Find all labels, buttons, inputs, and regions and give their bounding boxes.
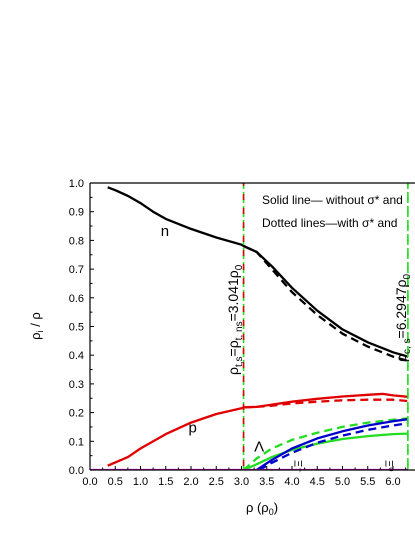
y-tick-label: 0.3	[69, 379, 84, 391]
x-tick-label: 0.5	[108, 476, 123, 488]
x-tick-label: 5.5	[360, 476, 375, 488]
x-axis-label-sub: 0	[269, 507, 274, 517]
x-tick-label: 0.0	[82, 476, 97, 488]
y-axis-label-tail: / ρ	[28, 312, 43, 330]
series-annotations: n p Λ Ξ⁻ Ξ⁰	[161, 223, 395, 473]
series-4-solid-line	[243, 432, 409, 470]
y-tick-label: 0.6	[69, 293, 84, 305]
y-tick-label: 1.0	[69, 178, 84, 190]
left-marker-mid: =ρ	[225, 340, 241, 356]
y-tick-label: 0.5	[69, 322, 84, 334]
x-axis-label-close: )	[274, 500, 278, 515]
y-axis-label-sub: i	[35, 330, 45, 332]
series-annotation: Ξ⁰	[382, 460, 394, 472]
x-tick-label: 1.5	[158, 476, 173, 488]
series-7-dashed-line	[258, 422, 409, 470]
legend-solid: Solid line— without σ* and	[262, 193, 403, 207]
legend-dotted: Dotted lines—with σ* and	[262, 216, 397, 230]
left-marker-rho: ρ	[225, 367, 241, 375]
axes	[89, 182, 415, 471]
left-marker-label: ρt,s=ρt, ns=3.041ρ0	[225, 264, 245, 375]
y-tick-label: 0.4	[69, 350, 84, 362]
left-marker-sub1: t,s	[234, 356, 245, 367]
series-lines	[90, 186, 409, 470]
series-annotation: Λ	[254, 438, 264, 455]
series-5-dashed-line	[242, 417, 409, 470]
right-marker-rho: ρ	[393, 354, 409, 362]
series-annotation: n	[161, 223, 169, 240]
x-tick-label: 5.0	[335, 476, 350, 488]
y-tick-label: 0.1	[69, 436, 84, 448]
left-marker-sub3: 0	[234, 264, 245, 270]
series-3-dashed-line	[243, 398, 409, 409]
x-tick-label: 2.0	[183, 476, 198, 488]
vertical-marker-lines	[242, 183, 409, 470]
x-tick-label: 4.5	[310, 476, 325, 488]
x-tick-label: 6.0	[385, 476, 400, 488]
x-axis-label-main: ρ (ρ	[246, 500, 269, 515]
x-tick-label: 1.0	[133, 476, 148, 488]
x-tick-label: 3.0	[234, 476, 249, 488]
series-annotation: p	[188, 420, 196, 437]
left-marker-sub2: t, ns	[234, 321, 245, 340]
series-annotation: Ξ⁻	[292, 460, 304, 473]
right-marker-sub1: c, s	[402, 338, 413, 354]
right-marker-sub3: 0	[402, 274, 413, 280]
y-tick-label: 0.9	[69, 207, 84, 219]
x-axis-label: ρ (ρ0)	[246, 500, 278, 517]
right-marker-tail: =6.2947ρ	[393, 279, 409, 338]
y-axis-label-main: ρ	[28, 332, 43, 339]
left-marker-tail: =3.041ρ	[225, 270, 241, 321]
right-marker-label: ρc, s=6.2947ρ0	[393, 274, 413, 363]
y-tick-label: 0.8	[69, 235, 84, 247]
y-axis-label: ρi / ρ	[28, 312, 45, 340]
x-tick-label: 3.5	[259, 476, 274, 488]
series-6-solid-line	[255, 418, 409, 470]
y-tick-label: 0.7	[69, 264, 84, 276]
x-tick-label: 4.0	[284, 476, 299, 488]
y-tick-label: 0.0	[69, 465, 84, 477]
y-tick-label: 0.2	[69, 408, 84, 420]
series-0-solid-line	[107, 186, 409, 358]
x-tick-label: 2.5	[209, 476, 224, 488]
tick-labels: 0.0 0.1 0.2 0.3 0.4 0.5 0.6 0.7 0.8 0.9 1.0 0.0 0.5 1…	[69, 178, 401, 488]
legend-box: Solid line— without σ* and Dotted lines—…	[262, 193, 403, 230]
